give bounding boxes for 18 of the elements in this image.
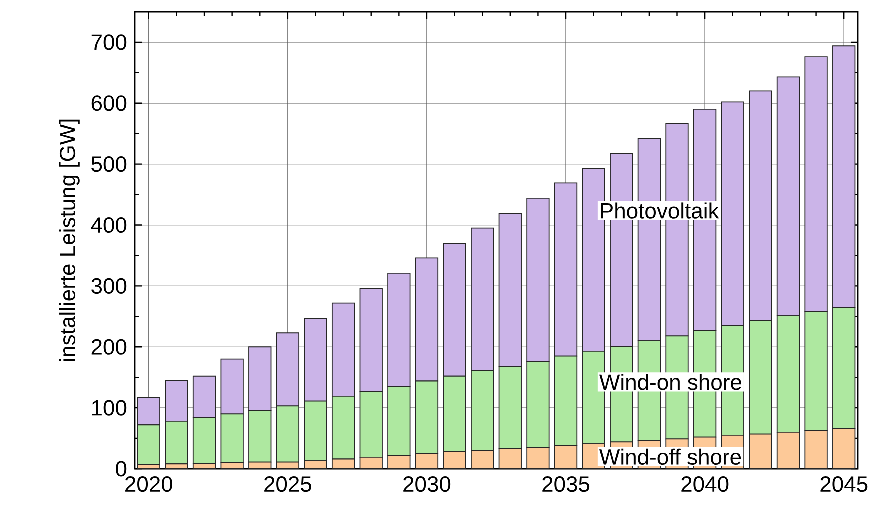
x-tick-label: 2035: [542, 476, 590, 492]
y-tick-label: 200: [92, 339, 127, 355]
x-tick-label: 2025: [264, 476, 312, 492]
y-tick-label: 400: [91, 217, 127, 234]
series-label: Wind-off shore: [600, 448, 742, 466]
x-tick-label: 2040: [682, 476, 729, 492]
y-tick-label: 100: [92, 400, 127, 416]
x-tick-label: 2045: [820, 476, 868, 492]
series-label: Wind-on shore: [600, 374, 742, 390]
y-tick-label: 300: [92, 278, 127, 294]
y-tick-label: 0: [116, 461, 127, 477]
y-axis-title: installierte Leistung [GW]: [59, 120, 80, 362]
y-tick-label: 500: [92, 156, 127, 172]
series-label: Photovoltaik: [601, 202, 720, 219]
y-tick-label: 700: [92, 34, 127, 50]
x-tick-label: 2030: [404, 476, 451, 492]
x-tick-label: 2020: [126, 476, 172, 492]
y-tick-label: 600: [92, 96, 127, 112]
